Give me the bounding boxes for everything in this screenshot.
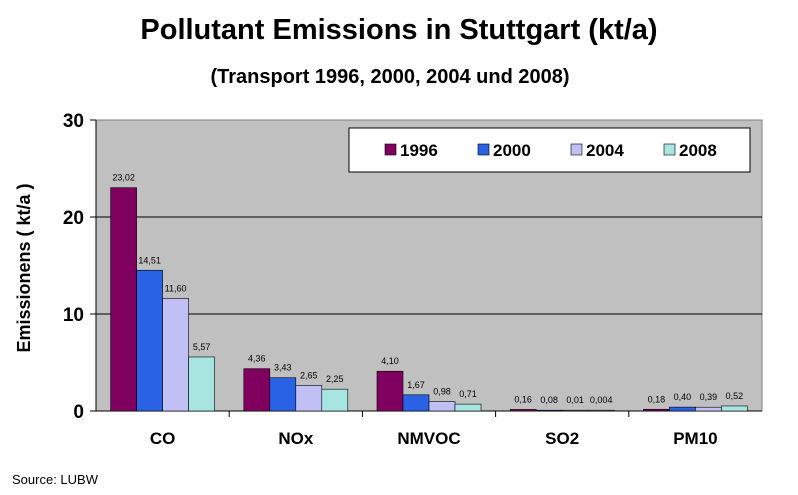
bar: [321, 388, 349, 412]
bar: [454, 403, 482, 412]
legend: [348, 127, 751, 173]
data-label: 0,39: [700, 392, 718, 402]
bar: [162, 298, 189, 412]
data-label: 23,02: [112, 173, 135, 183]
data-label: 14,51: [138, 255, 161, 265]
legend-swatch: [384, 143, 397, 156]
bar: [643, 408, 670, 412]
legend-swatch: [570, 143, 583, 156]
bar: [402, 394, 430, 412]
bar: [535, 409, 563, 412]
data-label: 0,16: [514, 394, 532, 404]
bar: [695, 406, 722, 412]
legend-label: 2004: [586, 141, 624, 160]
data-label: 0,40: [674, 392, 692, 402]
legend-label: 2008: [679, 141, 717, 160]
data-label: 0,98: [433, 386, 451, 396]
source-note: Source: LUBW: [12, 472, 98, 487]
data-label: 2,65: [300, 370, 318, 380]
bar: [669, 406, 696, 412]
data-label: 5,57: [193, 342, 211, 352]
data-label: 0,18: [648, 394, 666, 404]
legend-swatch: [663, 143, 676, 156]
y-tick-label: 0: [73, 402, 84, 423]
bar: [587, 409, 615, 412]
data-label: 0,52: [726, 391, 744, 401]
bar: [428, 401, 456, 412]
bar: [509, 409, 537, 412]
y-tick-label: 30: [63, 111, 84, 132]
data-label: 11,60: [165, 283, 187, 293]
bar: [561, 409, 589, 412]
data-label: 4,10: [381, 356, 399, 366]
bar: [269, 377, 297, 412]
data-label: 1,67: [407, 380, 425, 390]
x-tick-label: CO: [150, 429, 176, 448]
data-label: 0,004: [590, 395, 613, 405]
bar: [295, 384, 323, 412]
data-label: 4,36: [248, 354, 266, 364]
legend-label: 1996: [400, 141, 438, 160]
bar: [721, 405, 748, 412]
bar: [243, 368, 271, 412]
legend-label: 2000: [493, 141, 531, 160]
chart-title: Pollutant Emissions in Stuttgart (kt/a): [140, 14, 658, 46]
chart-subtitle: (Transport 1996, 2000, 2004 und 2008): [210, 66, 570, 88]
y-tick-label: 20: [63, 208, 84, 229]
x-tick-label: SO2: [545, 429, 579, 448]
bar: [188, 356, 215, 412]
data-label: 3,43: [274, 363, 292, 373]
legend-swatch: [477, 143, 490, 156]
data-label: 0,01: [566, 395, 584, 405]
y-tick-label: 10: [63, 305, 84, 326]
data-label: 0,71: [459, 389, 477, 399]
bar: [136, 269, 163, 412]
bar: [376, 370, 404, 412]
x-tick-label: NOx: [278, 429, 314, 448]
y-axis-label: Emissionens ( kt/a ): [14, 183, 34, 352]
data-label: 0,08: [540, 395, 558, 405]
x-tick-label: NMVOC: [397, 429, 460, 448]
bar: [110, 187, 137, 412]
x-tick-label: PM10: [673, 429, 717, 448]
data-label: 2,25: [326, 374, 344, 384]
